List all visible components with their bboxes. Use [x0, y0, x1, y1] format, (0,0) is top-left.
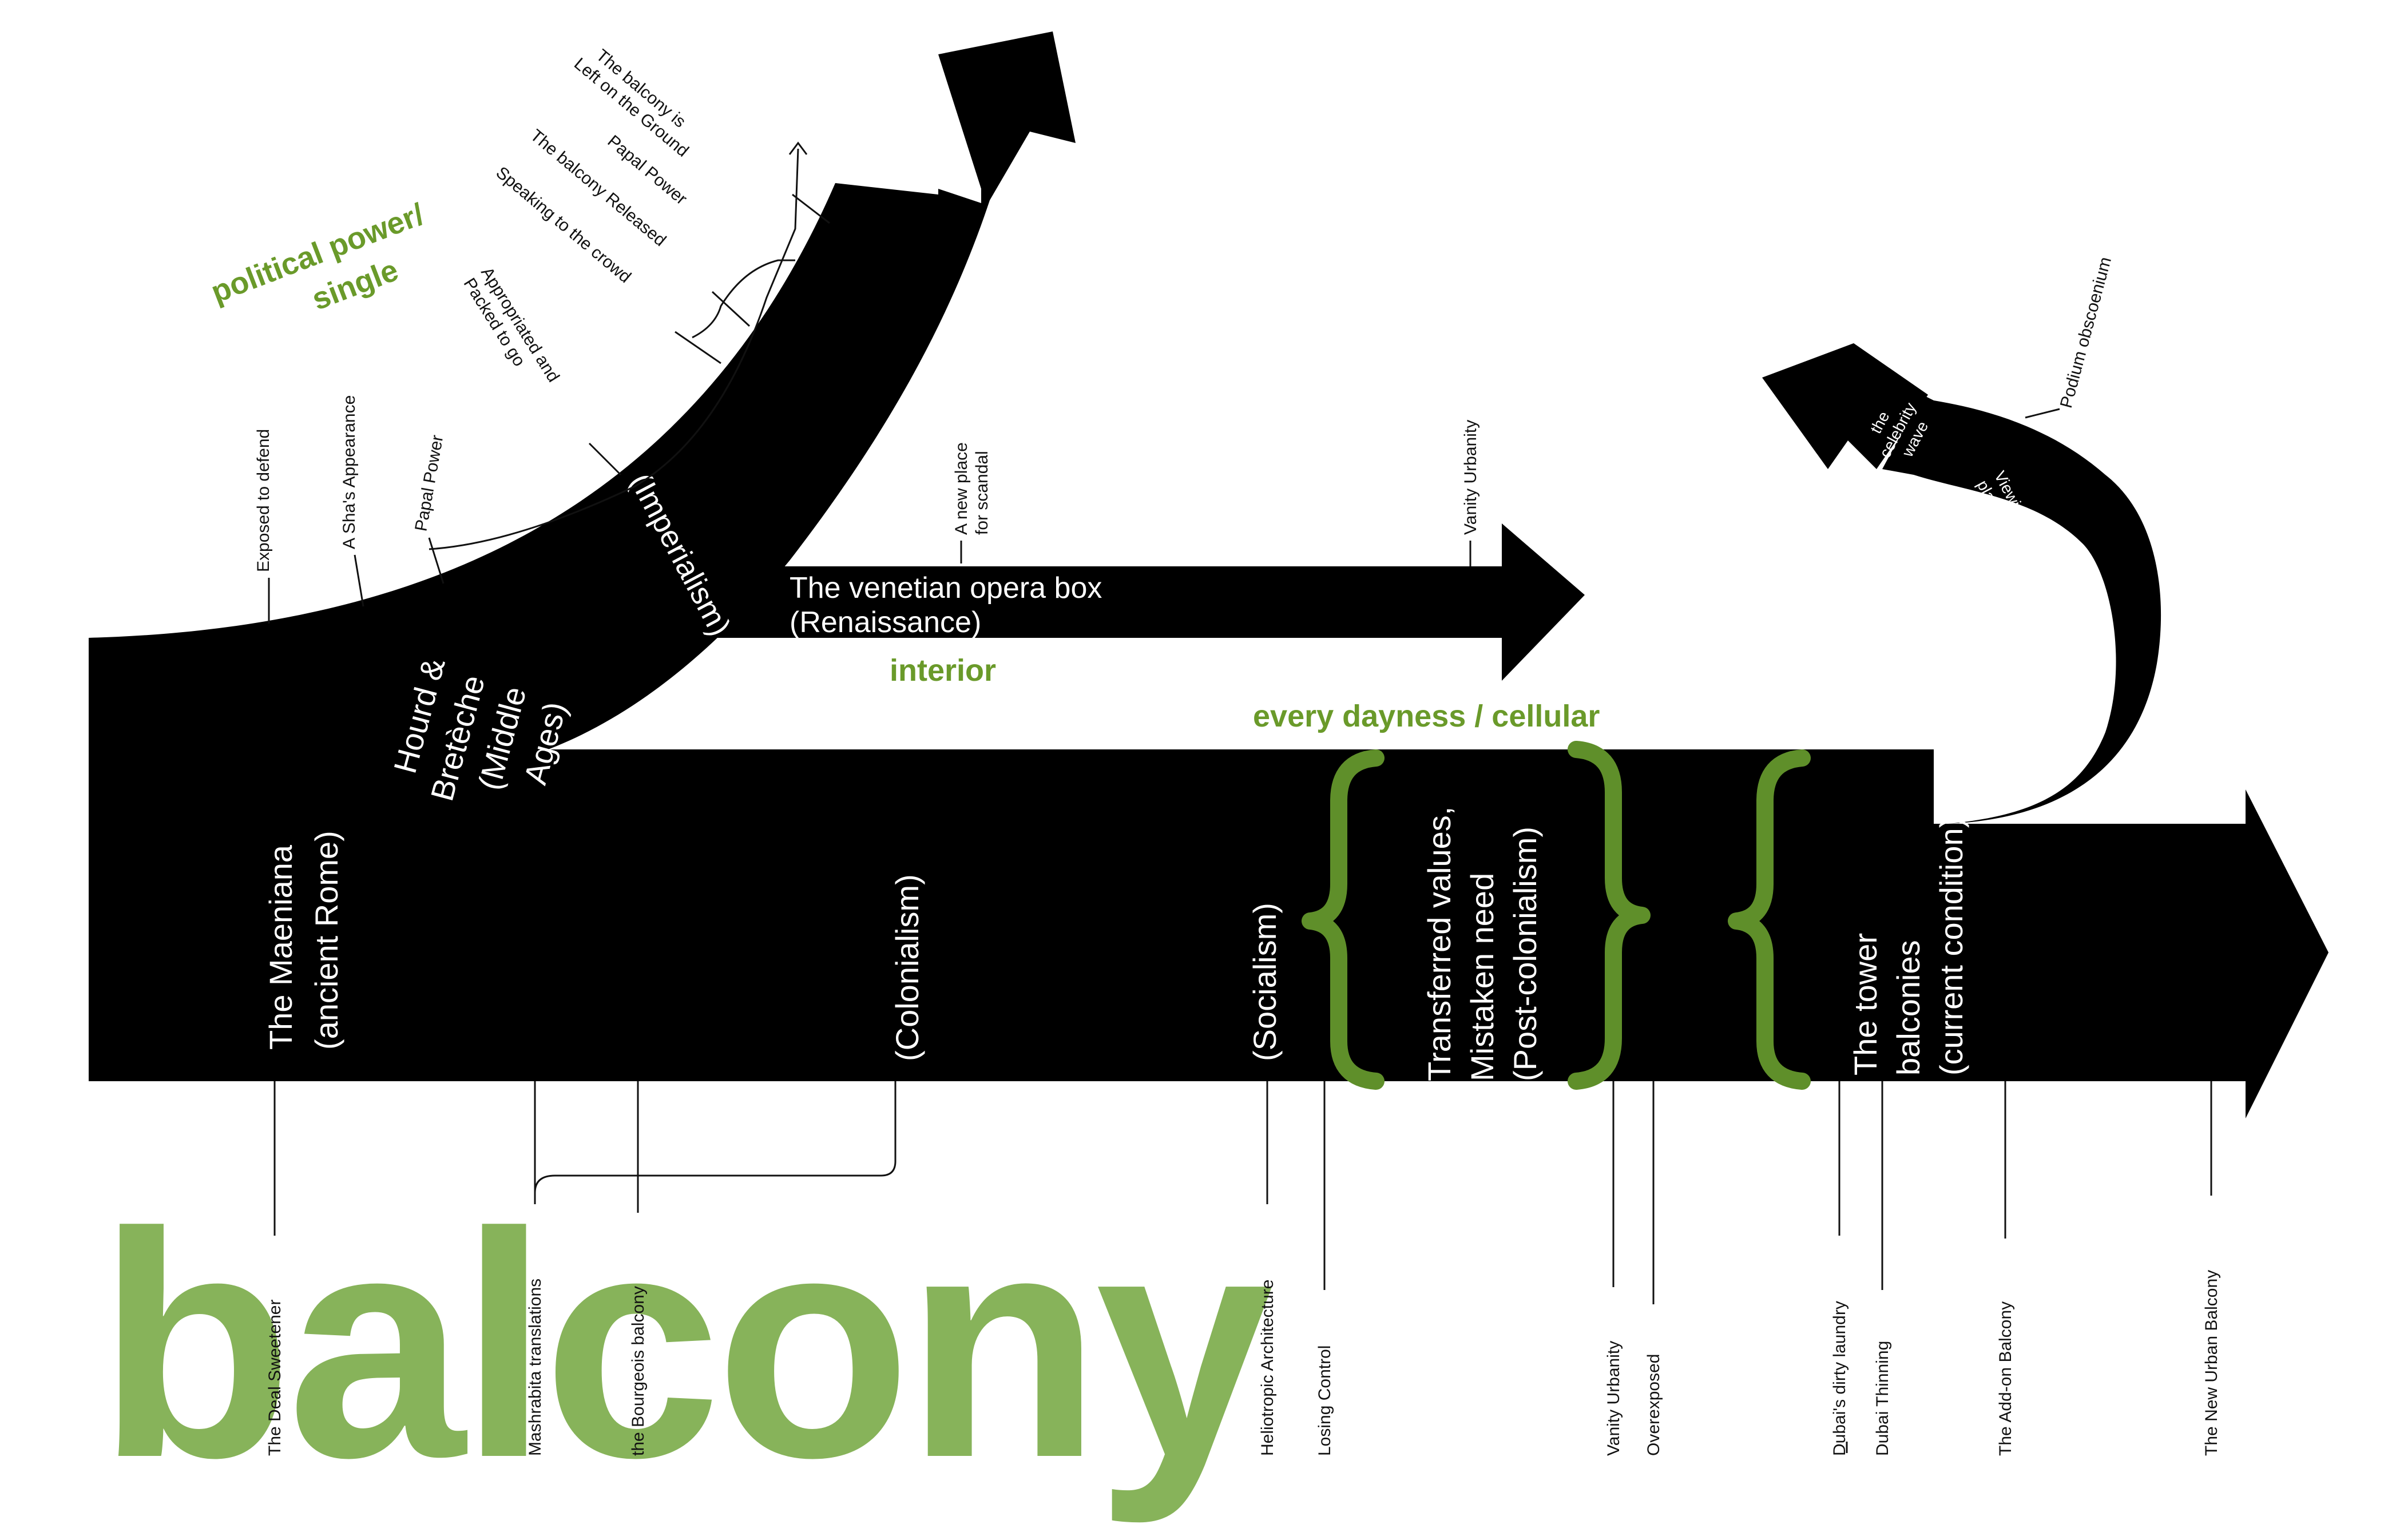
label-speaking: Speaking to the crowd	[493, 163, 635, 287]
label-exposed: Exposed to defend	[254, 429, 273, 572]
label-bourgeois: the Bourgeois balcony	[629, 1286, 648, 1456]
category-everyday: every dayness / cellular	[1253, 699, 1600, 733]
label-laundry: Dubai's dirty laundry	[1830, 1301, 1849, 1456]
stage-tower: The tower balconies (current condition)	[1847, 817, 1969, 1075]
green-brace-2	[1568, 741, 1651, 1090]
stage-postcolonial: Transferred values, Mistaken need (Post-…	[1421, 797, 1543, 1081]
label-podium: Podium obscoenium	[2057, 255, 2115, 410]
return-hook-head	[1762, 343, 1928, 469]
stage-maeniana: The Maeniana (ancient Rome)	[263, 831, 344, 1050]
leader-appropriated	[588, 442, 622, 476]
label-deal: The Deal Sweetener	[265, 1300, 284, 1456]
return-hook-arrow	[1882, 395, 2161, 824]
label-appropriated: Appropriated and Packed to go	[460, 264, 566, 400]
stage-colonialism: (Colonialism)	[889, 874, 925, 1061]
leader-podium	[2025, 408, 2060, 419]
label-newurban: The New Urban Balcony	[2202, 1270, 2221, 1456]
label-addon: The Add-on Balcony	[1996, 1301, 2015, 1456]
label-papal1: Papal Power	[411, 434, 447, 533]
label-released: The balcony Released	[527, 126, 670, 250]
stage-socialism: (Socialism)	[1247, 903, 1283, 1061]
leader-speaking	[675, 331, 721, 364]
label-vanity-top: Vanity Urbanity	[1461, 420, 1480, 535]
title-balcony: balcony	[97, 1166, 1276, 1526]
label-scandal: A new place for scandal	[952, 438, 991, 535]
category-interior: interior	[890, 653, 996, 688]
leader-arrowhead	[788, 141, 808, 155]
green-brace-3	[1728, 749, 1811, 1090]
category-political-line1: political power/ single	[207, 194, 452, 350]
interior-arrow	[698, 523, 1585, 681]
label-heliotropic: Heliotropic Architecture	[1258, 1280, 1277, 1456]
label-overexposed: Overexposed	[1644, 1354, 1663, 1456]
label-losing: Losing Control	[1315, 1345, 1334, 1456]
label-vanity: Vanity Urbanity	[1604, 1341, 1623, 1456]
leader-papal1	[428, 537, 445, 584]
label-left-ground: The balcony is Left on the Ground	[570, 38, 705, 161]
leader-released	[711, 291, 751, 327]
label-mashrabia: Mashrabita translations	[526, 1279, 545, 1456]
label-thinning: Dubai Thinning	[1873, 1341, 1892, 1456]
leader-papal-bracket	[429, 148, 799, 550]
label-sha: A Sha's Appearance	[340, 395, 359, 549]
stage-opera: The venetian opera box (Renaissance)	[790, 571, 1110, 639]
leader-colonial-bracket	[534, 1081, 897, 1193]
leader-sha	[354, 554, 364, 607]
green-brace-1	[1302, 749, 1385, 1090]
leader-papal2	[692, 259, 795, 339]
leader-left-ground	[792, 193, 830, 224]
political-power-arrow	[89, 31, 1076, 755]
